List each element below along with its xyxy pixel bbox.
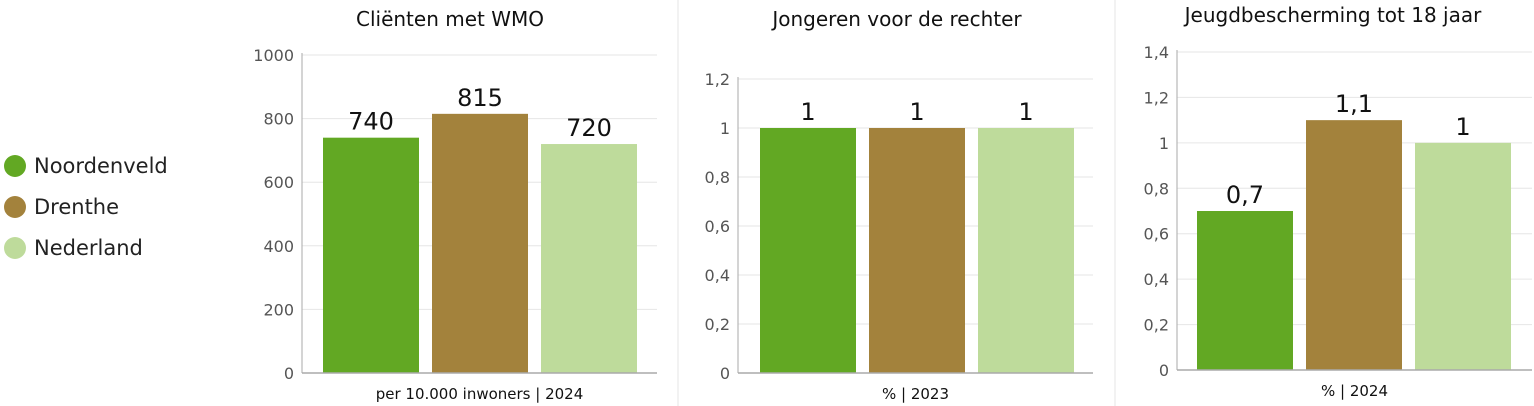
legend-item-noordenveld[interactable]: Noordenveld [4, 145, 168, 186]
y-tick-label: 0,8 [1144, 179, 1169, 198]
bar-drenthe [1306, 120, 1402, 371]
bar-nederland [978, 128, 1074, 373]
bar-noordenveld [1197, 211, 1293, 370]
x-axis-label: % | 2023 [882, 385, 949, 403]
y-tick-label: 1 [1159, 134, 1169, 153]
bar-noordenveld [760, 128, 856, 373]
y-tick-label: 0,4 [705, 266, 730, 285]
y-tick-label: 0,6 [1144, 225, 1169, 244]
legend-label: Noordenveld [34, 153, 168, 178]
data-label: 1 [909, 98, 924, 126]
y-tick-label: 0,6 [705, 217, 730, 236]
y-tick-label: 0 [720, 364, 730, 383]
y-tick-label: 1,2 [1144, 88, 1169, 107]
y-tick-label: 400 [263, 237, 294, 256]
data-label: 0,7 [1226, 181, 1264, 209]
y-tick-label: 0,2 [705, 315, 730, 334]
chart-title: Cliënten met WMO [356, 7, 544, 31]
bar-drenthe [869, 128, 965, 373]
y-tick-label: 600 [263, 173, 294, 192]
y-tick-label: 1 [720, 119, 730, 138]
data-label: 815 [457, 84, 503, 112]
legend-swatch [4, 195, 26, 218]
bar-nederland [1415, 142, 1511, 370]
y-tick-label: 0,2 [1144, 316, 1169, 335]
legend-label: Nederland [34, 235, 143, 260]
y-tick-label: 0,4 [1144, 270, 1169, 289]
legend-swatch [4, 154, 26, 177]
bar-drenthe [432, 113, 528, 373]
y-tick-label: 0 [1159, 361, 1169, 380]
legend: Noordenveld Drenthe Nederland [4, 145, 168, 268]
y-tick-label: 200 [263, 300, 294, 319]
chart-title: Jeugdbescherming tot 18 jaar [1183, 3, 1482, 27]
y-tick-label: 1,4 [1144, 43, 1169, 62]
data-label: 1 [800, 98, 815, 126]
x-axis-label: % | 2024 [1321, 382, 1388, 400]
data-label: 1 [1018, 98, 1033, 126]
y-tick-label: 1000 [253, 46, 294, 65]
data-label: 740 [348, 108, 394, 136]
data-label: 720 [566, 114, 612, 142]
legend-swatch [4, 236, 26, 259]
chart-title: Jongeren voor de rechter [770, 7, 1022, 31]
y-tick-label: 0 [284, 364, 294, 383]
legend-item-nederland[interactable]: Nederland [4, 227, 168, 268]
y-tick-label: 0,8 [705, 168, 730, 187]
legend-item-drenthe[interactable]: Drenthe [4, 186, 168, 227]
data-label: 1 [1455, 113, 1470, 141]
legend-label: Drenthe [34, 194, 120, 219]
bar-noordenveld [323, 137, 419, 373]
y-tick-label: 800 [263, 110, 294, 129]
x-axis-label: per 10.000 inwoners | 2024 [376, 385, 584, 403]
data-label: 1,1 [1335, 90, 1373, 118]
y-tick-label: 1,2 [705, 70, 730, 89]
bar-nederland [541, 144, 637, 373]
